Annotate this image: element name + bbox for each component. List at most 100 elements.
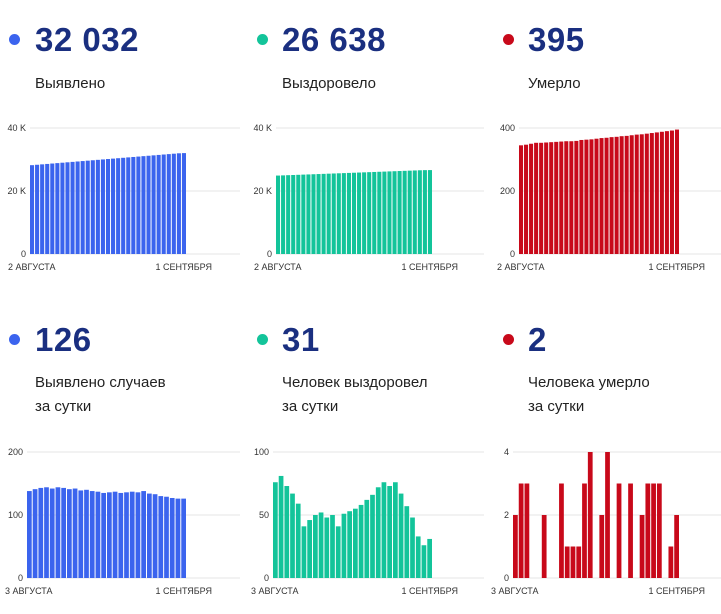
bar <box>61 487 66 578</box>
panel-detected-daily: 126 Выявлено случаев за сутки 0 100 200 3 А… <box>0 310 240 610</box>
bar <box>392 171 397 254</box>
bar <box>609 137 614 254</box>
label-line: за сутки <box>282 398 339 415</box>
bar <box>307 520 312 578</box>
bar <box>594 138 599 254</box>
bar <box>564 141 569 254</box>
bar <box>427 538 432 578</box>
deaths-total-chart: 0 200 400 2 АВГУСТА 1 СЕНТЯБРЯ <box>497 123 721 272</box>
bar <box>32 489 38 578</box>
bar <box>112 491 118 578</box>
panel-recovered-daily: 31 Человек выздоровел за сутки 0 50 100 3 А… <box>244 310 484 610</box>
bar <box>358 504 364 578</box>
bar <box>364 499 370 578</box>
bar <box>387 171 392 254</box>
bar <box>284 486 290 578</box>
bar <box>410 517 415 578</box>
bar <box>362 172 367 254</box>
bar <box>564 546 570 578</box>
bar <box>301 174 306 254</box>
bar <box>387 486 392 578</box>
bar <box>131 156 136 254</box>
bar <box>649 133 654 254</box>
bar <box>404 506 410 578</box>
bar <box>604 137 609 254</box>
y-tick-label: 2 <box>504 510 509 520</box>
bar <box>124 492 129 578</box>
bar <box>60 162 65 254</box>
detected-daily-color-dot <box>9 334 20 345</box>
bar <box>549 142 554 254</box>
bar <box>629 135 634 254</box>
bar <box>651 483 656 578</box>
bar <box>301 526 307 578</box>
bar <box>281 175 286 254</box>
label-line: Человека умерло <box>528 374 650 391</box>
bar <box>166 154 171 254</box>
bar <box>100 159 105 254</box>
detected-daily-chart: 0 100 200 3 АВГУСТА 1 СЕНТЯБРЯ <box>5 447 240 596</box>
bar <box>518 483 524 578</box>
y-tick-label: 20 K <box>253 186 272 196</box>
detected-daily-number: 126 <box>35 321 92 358</box>
bar <box>616 483 622 578</box>
bar <box>654 132 659 254</box>
bar <box>582 483 587 578</box>
x-end-label: 1 СЕНТЯБРЯ <box>648 262 705 272</box>
bar <box>402 170 407 254</box>
bar <box>27 491 32 578</box>
bar <box>146 155 151 254</box>
bar <box>176 153 181 254</box>
recovered-total-label: Выздоровело <box>282 72 376 96</box>
x-start-label: 2 АВГУСТА <box>497 262 545 272</box>
bar <box>70 161 75 254</box>
detected-total-number: 32 032 <box>35 21 139 58</box>
bar <box>370 494 375 578</box>
x-end-label: 1 СЕНТЯБРЯ <box>155 262 212 272</box>
bar <box>318 512 324 578</box>
bar <box>554 141 559 254</box>
bar <box>129 491 135 578</box>
bar <box>559 141 564 254</box>
label-line: Выявлено <box>35 75 106 92</box>
bar <box>171 153 176 254</box>
bar <box>659 131 664 254</box>
x-end-label: 1 СЕНТЯБРЯ <box>401 586 458 596</box>
bar <box>664 131 669 254</box>
bar <box>421 545 427 578</box>
bar <box>589 139 594 254</box>
bar <box>147 493 152 578</box>
bar <box>634 134 639 254</box>
bar <box>65 162 70 254</box>
bar <box>324 517 330 578</box>
bar <box>422 170 427 254</box>
bar <box>559 483 564 578</box>
x-start-label: 3 АВГУСТА <box>251 586 299 596</box>
y-tick-label: 200 <box>500 186 515 196</box>
bar <box>95 159 100 254</box>
bar <box>614 136 619 254</box>
bar <box>524 144 529 254</box>
bar <box>336 173 341 254</box>
bar <box>286 175 291 254</box>
bar <box>49 488 55 578</box>
bar <box>529 143 534 254</box>
bar <box>156 154 161 254</box>
bar <box>55 487 61 578</box>
deaths-daily-color-dot <box>503 334 514 345</box>
x-start-label: 2 АВГУСТА <box>254 262 302 272</box>
bar <box>276 175 281 254</box>
bar <box>668 546 674 578</box>
bar <box>306 174 311 254</box>
panel-deaths-daily: 2 Человека умерло за сутки 0 2 4 3 АВГУСТА 1… <box>490 310 721 610</box>
bar <box>576 546 582 578</box>
deaths-total-label: Умерло <box>528 72 581 96</box>
label-line: Человек выздоровел <box>282 374 428 391</box>
bar <box>105 159 111 254</box>
bar <box>579 139 584 254</box>
y-tick-label: 40 K <box>253 123 272 133</box>
bar <box>624 135 629 254</box>
bar <box>313 515 318 578</box>
bar <box>377 171 382 254</box>
bar <box>118 492 124 578</box>
